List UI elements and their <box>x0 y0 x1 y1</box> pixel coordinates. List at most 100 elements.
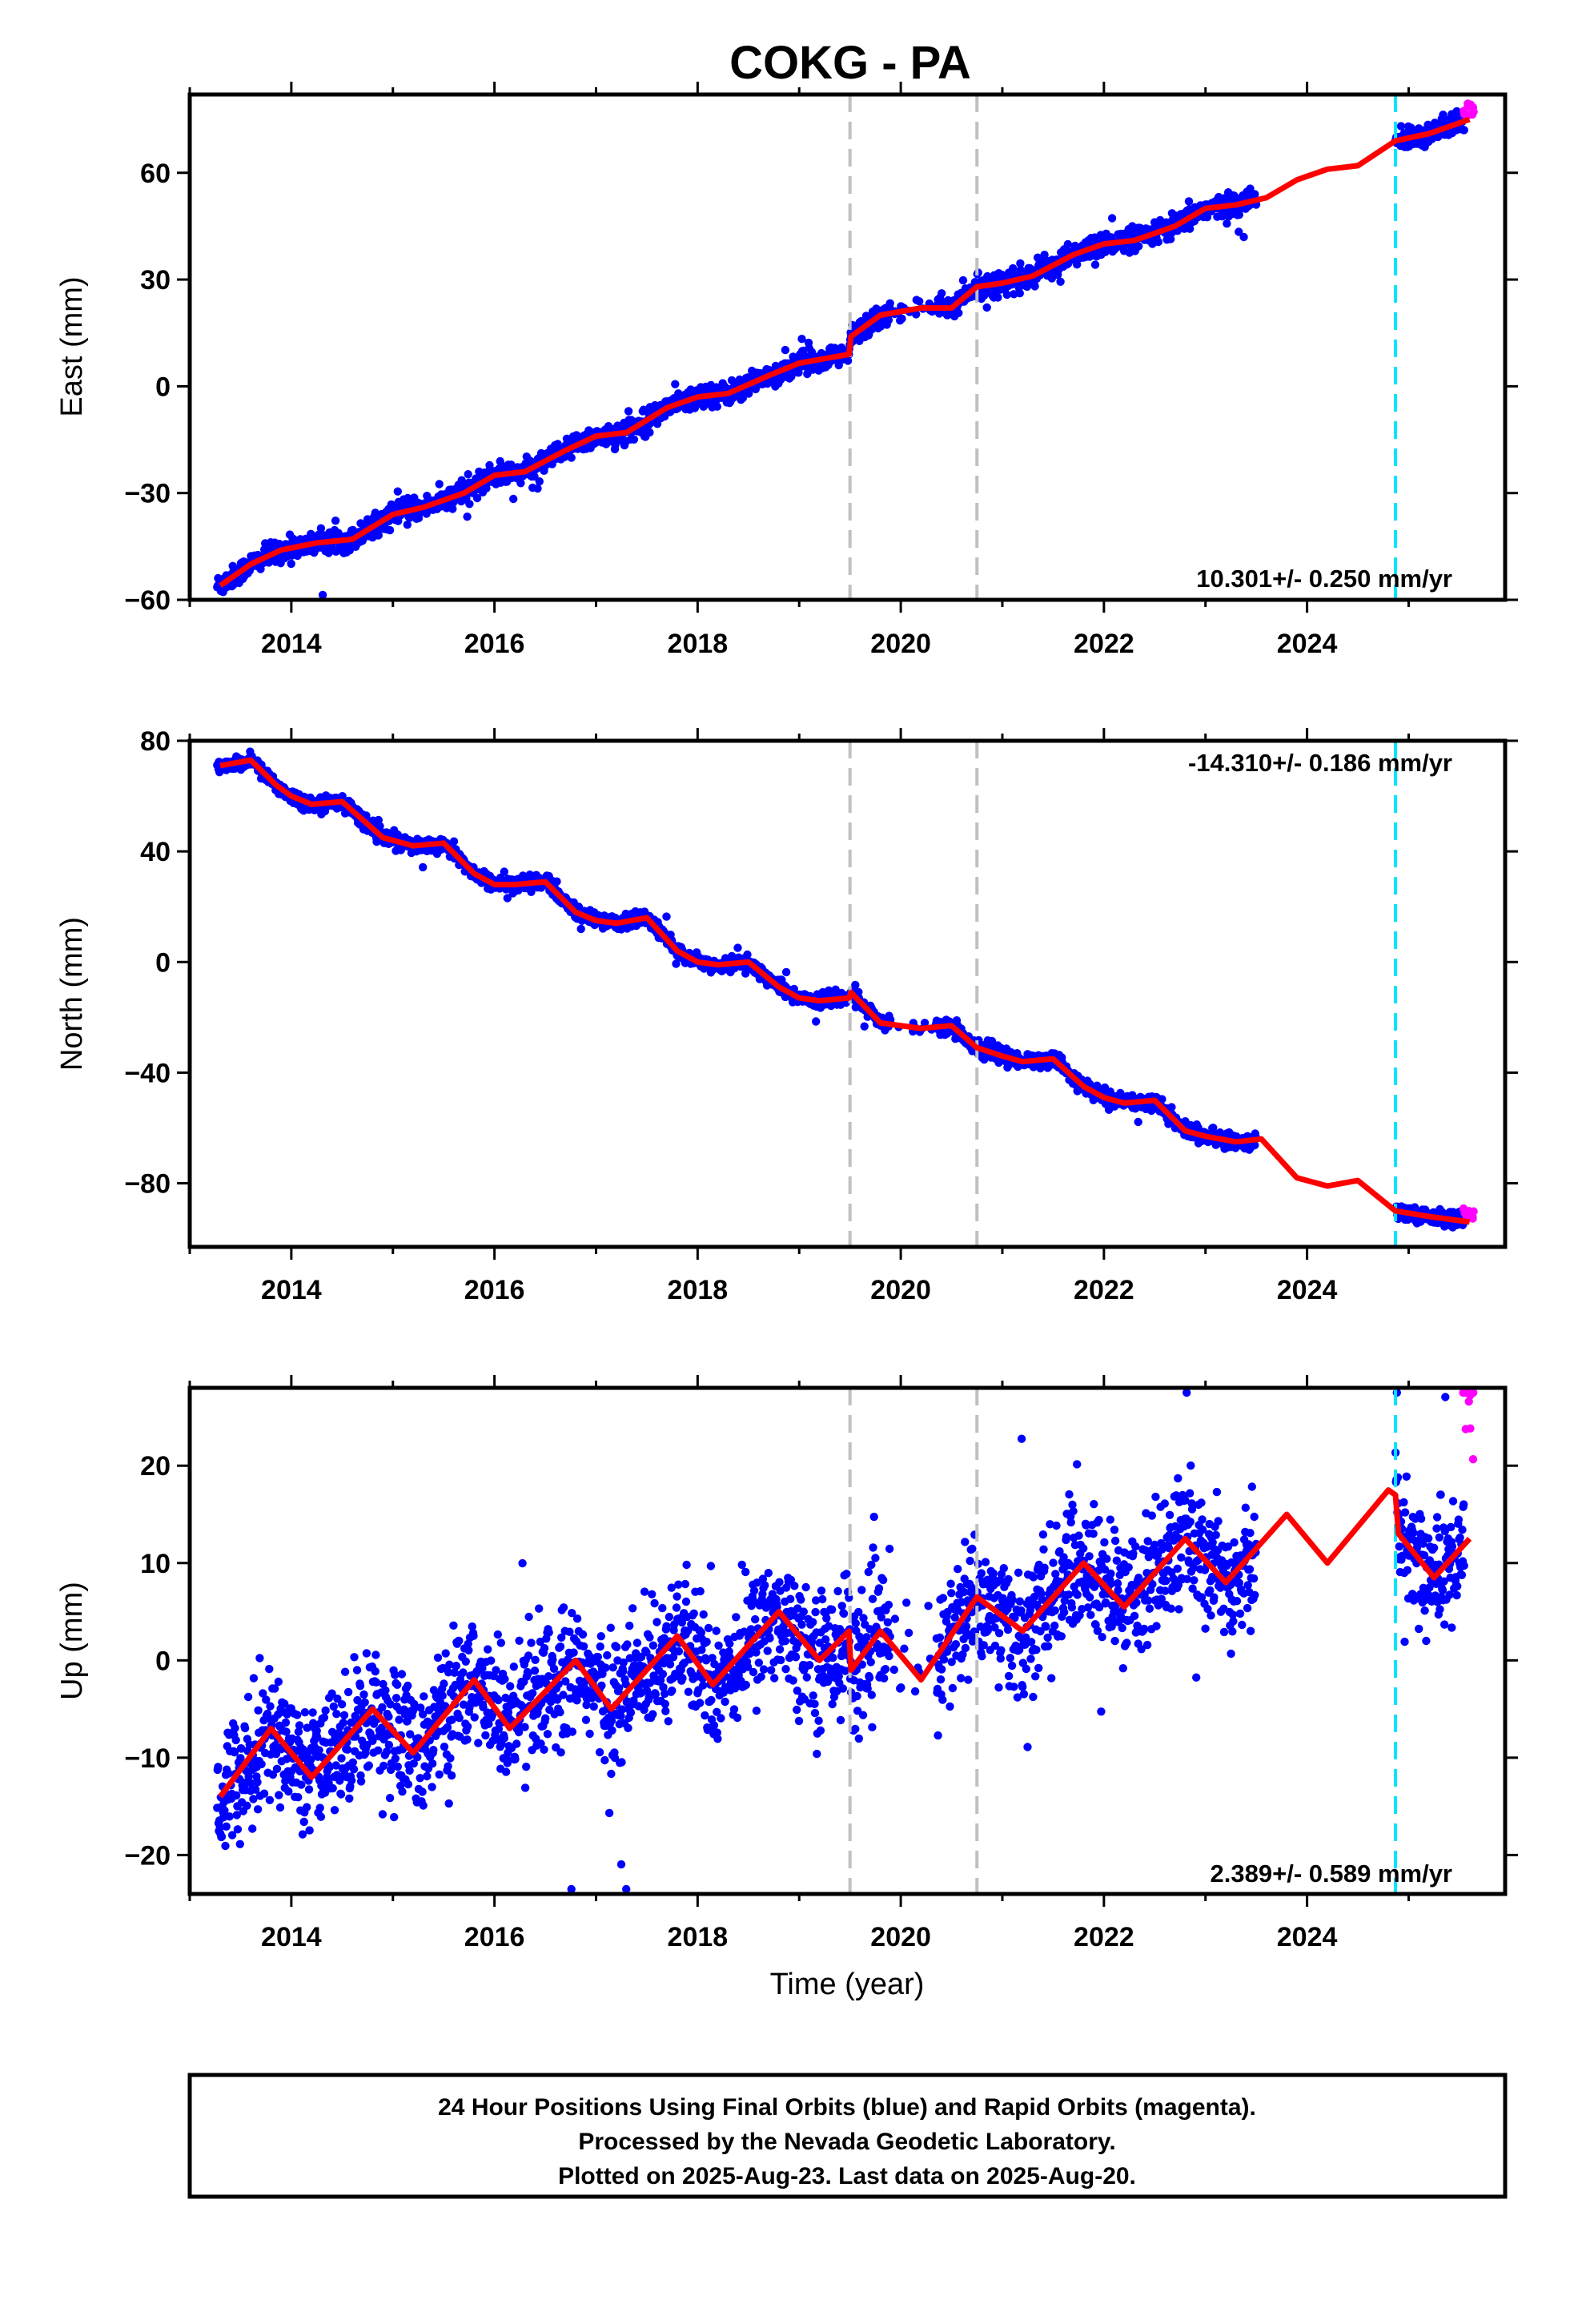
final-orbit-point <box>240 1723 250 1733</box>
final-orbit-point <box>576 924 585 934</box>
final-orbit-point <box>897 314 906 324</box>
north-event-lines <box>848 741 1397 1247</box>
final-orbit-point <box>448 505 457 513</box>
north-rate-label: -14.310+/- 0.186 mm/yr <box>1188 749 1452 777</box>
final-orbit-point <box>275 1803 285 1812</box>
x-tick-label: 2024 <box>1277 629 1338 659</box>
x-tick-label: 2016 <box>464 629 525 659</box>
east-rate-label: 10.301+/- 0.250 mm/yr <box>1196 565 1452 593</box>
final-orbit-point <box>1134 242 1143 251</box>
y-tick-label: −80 <box>124 1169 171 1200</box>
east-event-lines <box>848 94 1397 600</box>
final-orbit-point <box>233 1825 243 1834</box>
final-orbit-point <box>259 1789 269 1798</box>
rapid-orbit-point <box>1469 1207 1478 1216</box>
final-orbit-point <box>500 867 508 876</box>
final-orbit-point <box>1090 260 1100 269</box>
rapid-orbit-point <box>1468 1214 1477 1223</box>
final-orbit-point <box>567 453 576 462</box>
y-tick-label: 60 <box>140 159 171 189</box>
y-tick-label: −30 <box>124 479 171 509</box>
final-orbit-point <box>745 389 753 398</box>
final-orbit-point <box>249 1674 259 1683</box>
final-orbit-point <box>645 428 654 437</box>
final-orbit-point <box>265 1795 275 1804</box>
north-y-tick-labels: 80 40 0 −40 −80 <box>124 726 171 1200</box>
x-tick-label: 2014 <box>261 629 322 659</box>
final-orbit-point <box>464 470 472 479</box>
final-orbit-point <box>435 480 444 489</box>
final-orbit-point <box>217 1832 227 1841</box>
final-orbit-point <box>860 1022 869 1031</box>
final-orbit-point <box>318 590 327 600</box>
final-orbit-point <box>221 1841 230 1851</box>
final-orbit-point <box>1063 239 1073 249</box>
final-orbit-point <box>222 1822 231 1831</box>
x-tick-label: 2024 <box>1277 1275 1338 1305</box>
final-orbit-point <box>938 289 946 298</box>
north-data-points <box>213 747 1478 1232</box>
final-orbit-point <box>1015 289 1025 298</box>
final-orbit-point <box>535 477 544 486</box>
north-y-axis-label: North (mm) <box>55 917 89 1071</box>
final-orbit-point <box>254 1706 263 1715</box>
final-orbit-point <box>1030 282 1039 291</box>
east-data-points <box>213 99 1478 600</box>
final-orbit-point <box>472 493 482 503</box>
final-orbit-point <box>265 1664 274 1674</box>
final-orbit-point <box>954 308 963 317</box>
final-orbit-point <box>465 500 474 509</box>
final-orbit-point <box>231 1723 239 1733</box>
x-tick-label: 2020 <box>870 1275 931 1305</box>
final-orbit-point <box>284 1787 293 1796</box>
final-orbit-point <box>274 1677 283 1687</box>
final-orbit-point <box>374 531 383 540</box>
final-orbit-point <box>255 1654 264 1663</box>
final-orbit-point <box>316 524 326 533</box>
plot-title: COKG - PA <box>729 37 971 89</box>
final-orbit-point <box>419 862 428 872</box>
final-orbit-point <box>331 517 340 525</box>
final-orbit-point <box>533 484 542 493</box>
final-orbit-point <box>1154 237 1163 247</box>
x-tick-label: 2022 <box>1074 1275 1134 1305</box>
final-orbit-point <box>671 380 680 388</box>
final-orbit-point <box>1239 232 1248 242</box>
final-orbit-point <box>214 1763 223 1771</box>
final-orbit-point <box>509 494 518 504</box>
east-y-axis-label: East (mm) <box>55 276 89 416</box>
final-orbit-point <box>463 513 472 521</box>
y-tick-label: −40 <box>124 1058 171 1088</box>
y-tick-label: 0 <box>155 947 171 978</box>
y-tick-label: 40 <box>140 837 171 867</box>
final-orbit-point <box>915 297 924 306</box>
final-orbit-point <box>851 980 860 990</box>
x-tick-label: 2016 <box>464 1275 525 1305</box>
final-orbit-point <box>272 1764 282 1773</box>
final-orbit-point <box>257 1759 266 1769</box>
x-tick-label: 2018 <box>668 629 729 659</box>
final-orbit-point <box>958 275 968 285</box>
final-orbit-point <box>449 837 459 846</box>
final-orbit-point <box>1056 277 1065 286</box>
north-x-tick-labels: 2014 2016 2018 2020 2022 2024 <box>261 1275 1337 1305</box>
final-orbit-point <box>231 1735 240 1745</box>
y-tick-label: 80 <box>140 726 171 757</box>
final-orbit-point <box>624 407 633 416</box>
east-x-tick-labels: 2014 2016 2018 2020 2022 2024 <box>261 629 1337 659</box>
final-orbit-point <box>403 521 412 529</box>
final-orbit-point <box>235 1839 244 1848</box>
final-orbit-point <box>781 967 791 977</box>
final-orbit-point <box>1107 214 1117 223</box>
x-tick-label: 2022 <box>1074 629 1134 659</box>
final-orbit-point <box>1460 126 1468 135</box>
final-orbit-point <box>248 1824 257 1833</box>
up-data-points <box>213 1388 1478 1894</box>
y-tick-label: 0 <box>155 372 171 402</box>
final-orbit-point <box>253 1805 263 1814</box>
final-orbit-point <box>812 1017 821 1026</box>
y-tick-label: −60 <box>124 585 171 616</box>
